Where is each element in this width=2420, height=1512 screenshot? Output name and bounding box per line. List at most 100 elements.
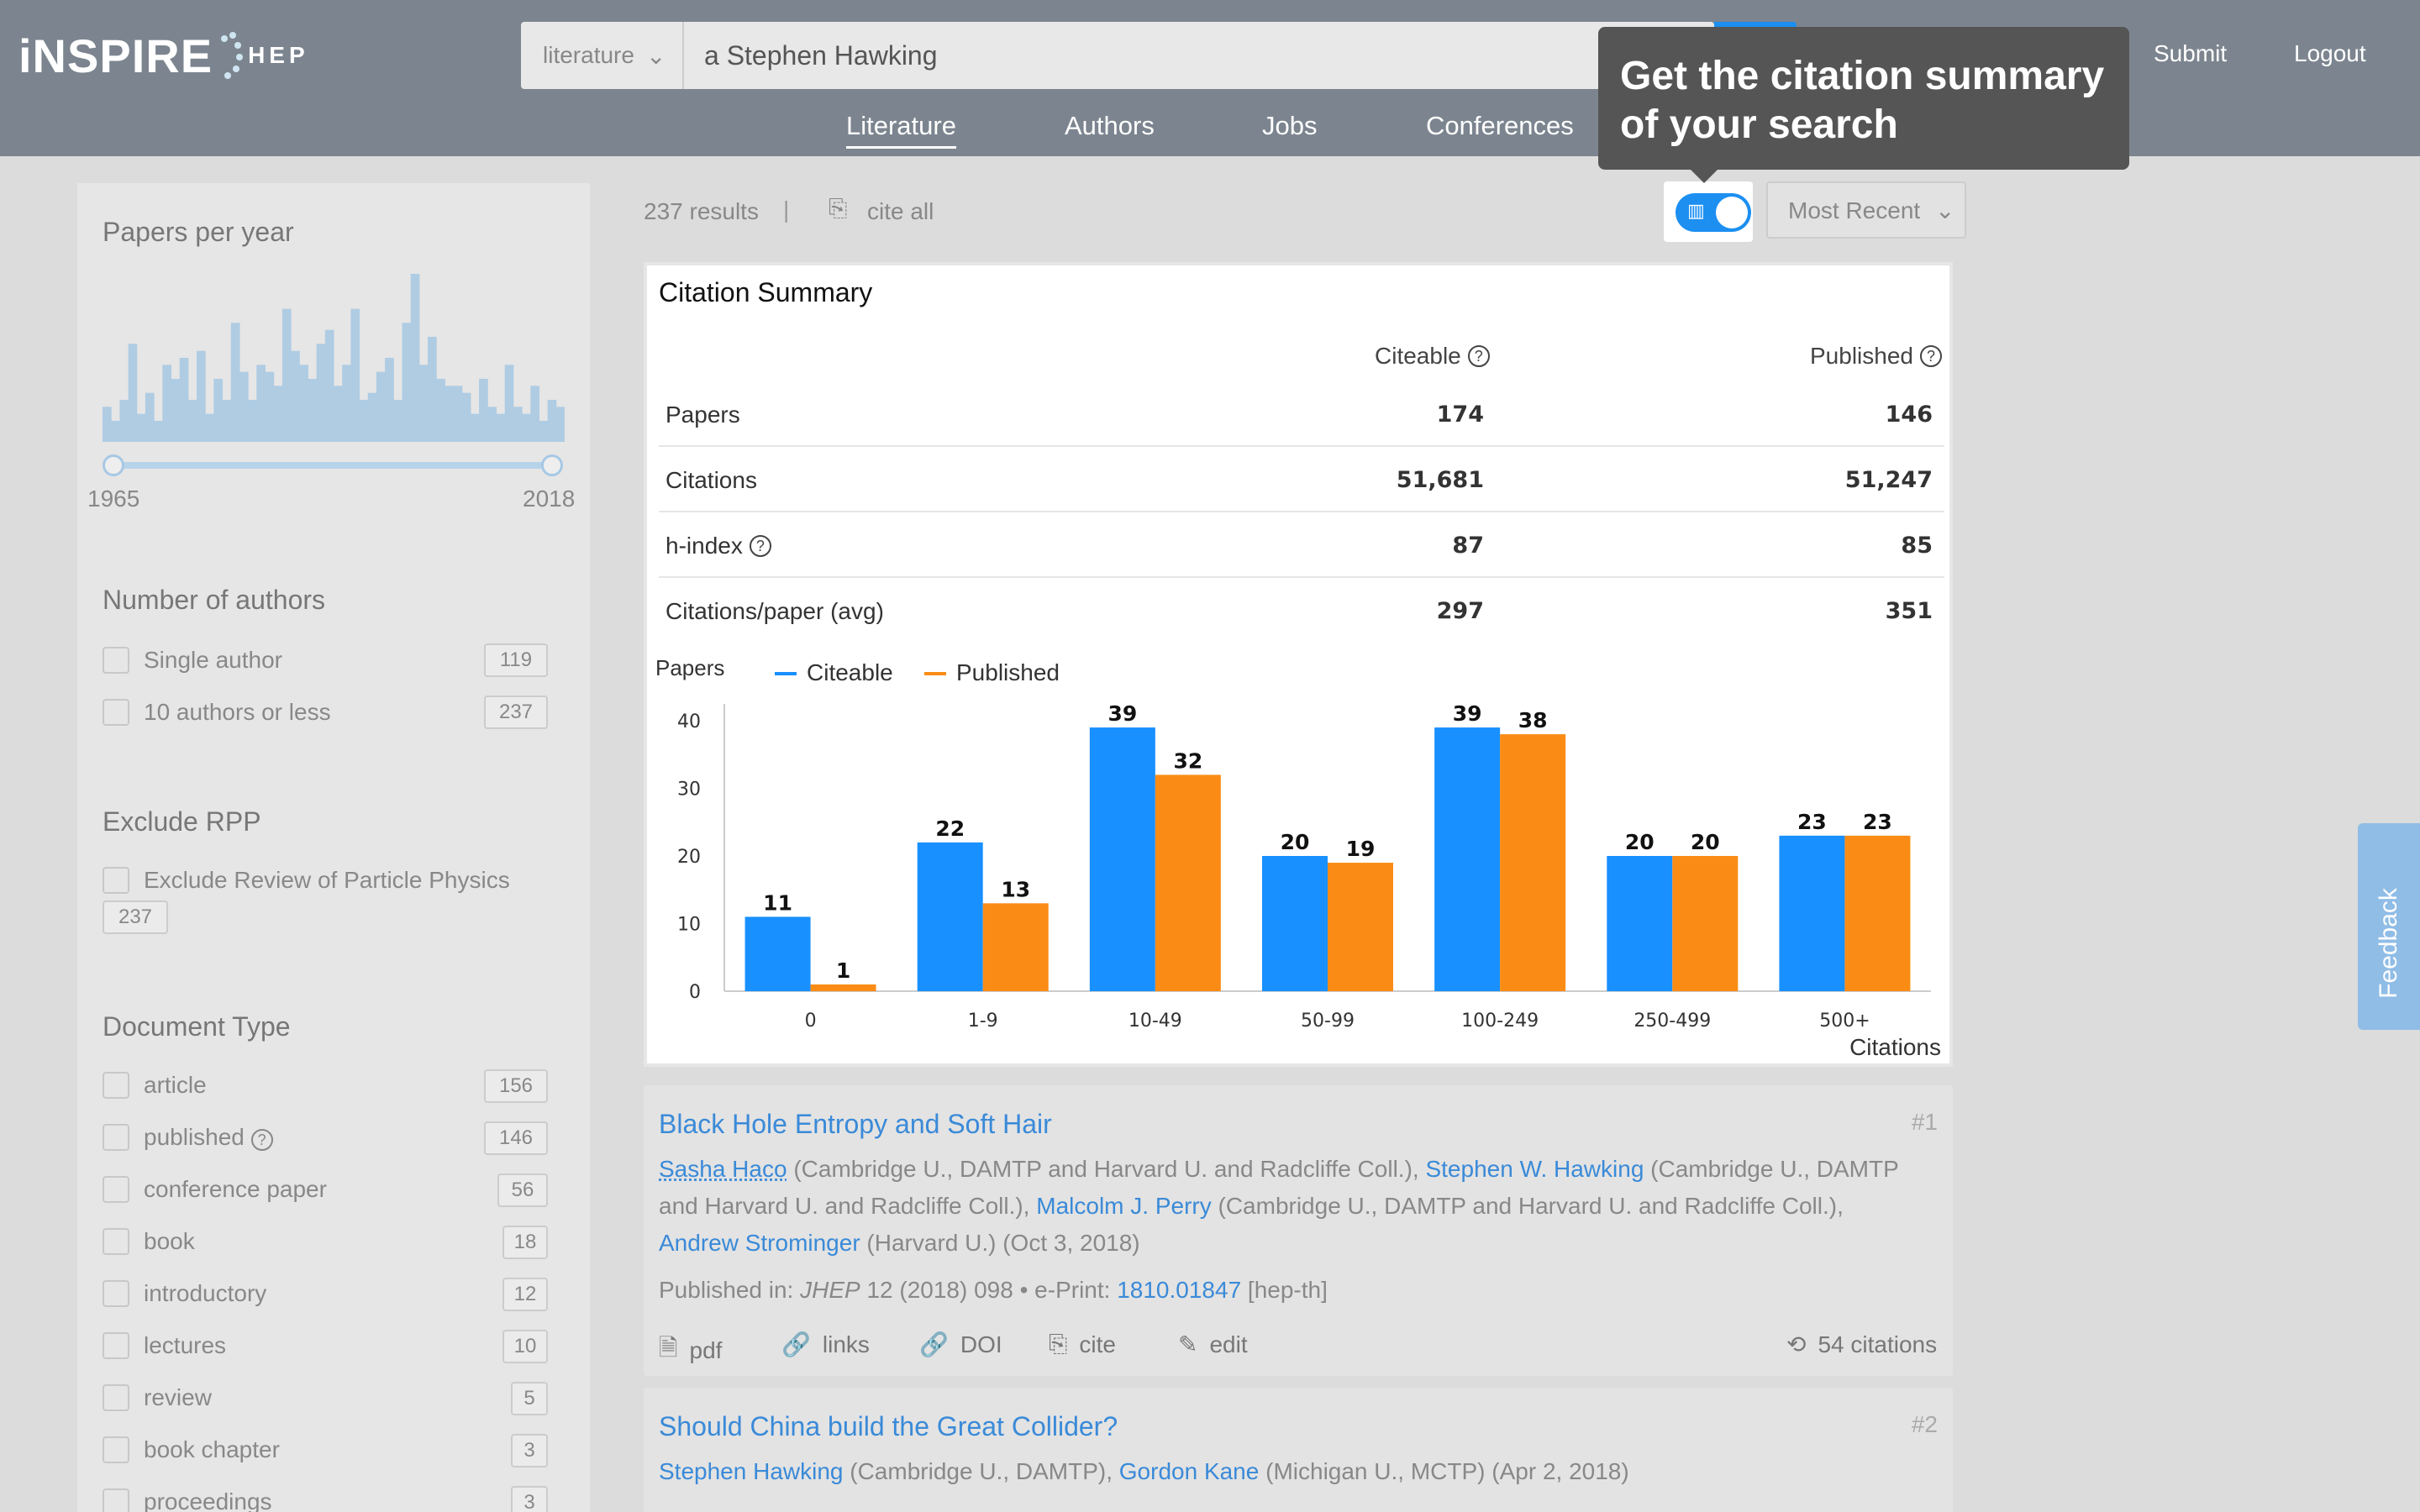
- author-link[interactable]: Malcolm J. Perry: [1036, 1193, 1212, 1219]
- help-icon[interactable]: ?: [749, 535, 771, 557]
- author-link[interactable]: Gordon Kane: [1118, 1458, 1260, 1484]
- year-range-slider-track[interactable]: [113, 462, 553, 469]
- papers-per-year-histogram[interactable]: [103, 269, 565, 442]
- search-input[interactable]: [684, 22, 1714, 89]
- cite-all-link[interactable]: cite all: [867, 198, 934, 224]
- x-tick-label: 1-9: [968, 1011, 998, 1032]
- bar-value-label: 20: [1281, 830, 1310, 854]
- logo-text: iNSPIRE: [18, 29, 213, 82]
- tab-literature[interactable]: Literature: [846, 111, 956, 149]
- help-icon[interactable]: ?: [250, 1129, 273, 1151]
- citations-link[interactable]: ⟲ 54 citations: [1786, 1331, 1937, 1358]
- histogram-bar: [376, 371, 386, 442]
- bar-published[interactable]: [1328, 863, 1393, 991]
- bar-citeable[interactable]: [1434, 727, 1501, 991]
- summary-row-h-index: h-index? 87 85: [659, 512, 1944, 578]
- legend-label[interactable]: Published: [956, 659, 1060, 685]
- bar-published[interactable]: [982, 903, 1049, 991]
- bar-published[interactable]: [1155, 774, 1221, 991]
- histogram-bar: [547, 400, 557, 442]
- tab-authors[interactable]: Authors: [1065, 111, 1155, 140]
- bar-published[interactable]: [810, 984, 876, 991]
- histogram-bar: [239, 371, 249, 442]
- ten-authors-count: 237: [484, 696, 548, 729]
- citation-summary-toggle[interactable]: ▥: [1676, 193, 1751, 232]
- feedback-tab[interactable]: Feedback: [2358, 823, 2420, 1030]
- bar-published[interactable]: [1844, 835, 1911, 991]
- year-range-start-handle[interactable]: [103, 454, 124, 476]
- bar-citeable[interactable]: [744, 916, 811, 991]
- cite-all-icon[interactable]: ⎘: [829, 195, 848, 221]
- pdf-icon: 🗎: [659, 1335, 678, 1361]
- logout-link[interactable]: Logout: [2294, 40, 2366, 66]
- doctype-checkbox[interactable]: [103, 1280, 129, 1307]
- cite-action[interactable]: ⎘ cite: [1049, 1331, 1116, 1358]
- histogram-bar: [530, 386, 539, 442]
- bar-published[interactable]: [1672, 856, 1739, 991]
- tab-conferences[interactable]: Conferences: [1426, 111, 1574, 140]
- histogram-bar: [291, 350, 300, 442]
- author-link[interactable]: Stephen Hawking: [659, 1458, 844, 1484]
- inspire-logo[interactable]: iNSPIRE HEP: [18, 29, 309, 82]
- histogram-bar: [385, 358, 394, 442]
- result-title[interactable]: Black Hole Entropy and Soft Hair: [659, 1109, 1052, 1139]
- links-action[interactable]: 🔗 links: [781, 1331, 870, 1358]
- help-icon[interactable]: ?: [1919, 345, 1942, 367]
- link-icon: 🔗: [781, 1331, 811, 1357]
- bar-citeable[interactable]: [1262, 856, 1328, 991]
- histogram-bar: [281, 308, 292, 442]
- ten-authors-checkbox[interactable]: [103, 699, 129, 726]
- doi-action[interactable]: 🔗 DOI: [919, 1331, 1002, 1358]
- bar-citeable[interactable]: [1089, 727, 1155, 991]
- single-author-checkbox[interactable]: [103, 647, 129, 674]
- bar-published[interactable]: [1500, 734, 1566, 991]
- bar-citeable[interactable]: [1779, 835, 1845, 991]
- citation-summary-tooltip: Get the citation summary of your search: [1598, 27, 2129, 170]
- author-link[interactable]: Andrew Strominger: [659, 1230, 860, 1256]
- doctype-checkbox[interactable]: [103, 1124, 129, 1151]
- row-label: Citations: [666, 467, 757, 493]
- histogram-bar: [504, 365, 514, 442]
- eprint-link[interactable]: 1810.01847: [1117, 1277, 1242, 1303]
- author-affiliation: (Cambridge U., DAMTP and Harvard U. and …: [786, 1156, 1426, 1182]
- row-label: Citations/paper (avg): [666, 598, 884, 624]
- sort-select[interactable]: Most Recent ⌄: [1766, 181, 1966, 239]
- bar-citeable[interactable]: [1607, 856, 1673, 991]
- result-title[interactable]: Should China build the Great Collider?: [659, 1411, 1118, 1441]
- doctype-checkbox[interactable]: [103, 1488, 129, 1512]
- author-link[interactable]: Stephen W. Hawking: [1425, 1156, 1644, 1182]
- search-scope-select[interactable]: literature ⌄: [521, 22, 684, 89]
- doctype-count: 3: [511, 1434, 548, 1467]
- ten-authors-label: 10 authors or less: [144, 699, 331, 725]
- chevron-down-icon: ⌄: [1934, 197, 1955, 223]
- published-column-header: Published ?: [1810, 343, 1942, 370]
- histogram-bar: [367, 392, 377, 442]
- exclude-rpp-checkbox[interactable]: [103, 867, 129, 894]
- help-icon[interactable]: ?: [1467, 345, 1490, 367]
- document-type-title: Document Type: [103, 1011, 291, 1042]
- submit-link[interactable]: Submit: [2154, 40, 2228, 66]
- year-range-end-handle[interactable]: [541, 454, 563, 476]
- y-tick-label: 0: [689, 982, 701, 1003]
- doctype-checkbox[interactable]: [103, 1228, 129, 1255]
- doctype-label: book chapter: [144, 1436, 280, 1462]
- doctype-checkbox[interactable]: [103, 1072, 129, 1099]
- doctype-checkbox[interactable]: [103, 1436, 129, 1463]
- sort-value: Most Recent: [1788, 197, 1921, 223]
- doctype-checkbox[interactable]: [103, 1332, 129, 1359]
- author-link[interactable]: Sasha Haco: [659, 1156, 787, 1182]
- bar-value-label: 1: [836, 958, 850, 983]
- tab-jobs[interactable]: Jobs: [1262, 111, 1318, 140]
- doctype-checkbox[interactable]: [103, 1384, 129, 1411]
- doctype-checkbox[interactable]: [103, 1176, 129, 1203]
- histogram-bar: [197, 350, 206, 442]
- edit-action[interactable]: ✎ edit: [1178, 1331, 1248, 1358]
- doctype-label-text: published: [144, 1124, 245, 1150]
- doi-label: DOI: [960, 1331, 1002, 1357]
- pdf-action[interactable]: 🗎 pdf: [659, 1331, 722, 1371]
- histogram-bar: [522, 413, 531, 442]
- doctype-count: 10: [502, 1330, 548, 1363]
- legend-label[interactable]: Citeable: [807, 659, 893, 685]
- bar-citeable[interactable]: [917, 842, 983, 991]
